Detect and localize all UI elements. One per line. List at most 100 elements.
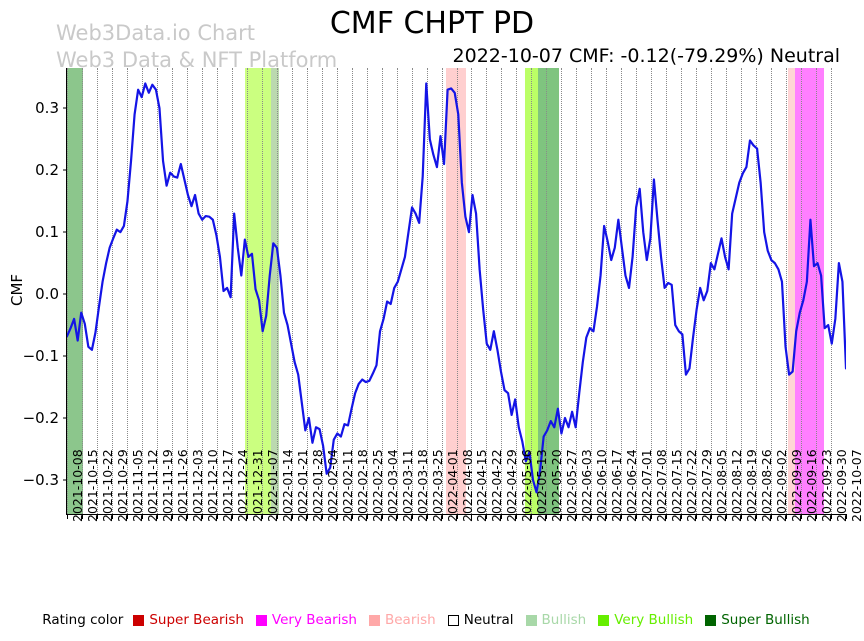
x-tick-label: 2022-03-25	[429, 449, 445, 522]
x-tick-mark	[831, 514, 833, 519]
plot-area: 2021-10-08 2021-10-15 2021-10-22 2021-10-29…	[23, 68, 864, 522]
x-tick-label: 2022-04-08	[459, 449, 475, 522]
x-tick-mark	[606, 514, 608, 519]
legend-item-very-bullish[interactable]: Very Bullish	[598, 612, 693, 628]
x-gridline	[591, 68, 593, 514]
x-tick-mark	[321, 514, 323, 519]
x-tick-mark	[591, 514, 593, 519]
cmf-line	[67, 82, 846, 494]
x-tick-label: 2022-04-29	[504, 449, 520, 522]
x-tick-label: 2022-04-01	[444, 449, 460, 522]
legend-swatch-icon	[133, 614, 145, 626]
x-tick-mark	[81, 514, 83, 519]
x-gridline	[67, 68, 68, 514]
x-tick-label: 2022-05-27	[564, 449, 580, 522]
x-gridline	[261, 68, 263, 514]
x-gridline	[516, 68, 518, 514]
x-tick-label: 2022-09-09	[789, 449, 805, 522]
x-tick-mark	[801, 514, 803, 519]
legend-item-very-bearish[interactable]: Very Bearish	[255, 612, 357, 628]
x-tick-label: 2022-08-19	[744, 449, 760, 522]
y-tick-label: −0.2	[22, 408, 59, 427]
x-tick-mark	[621, 514, 623, 519]
x-gridline	[201, 68, 203, 514]
x-tick-label: 2022-03-04	[384, 449, 400, 522]
rating-band-bearish	[787, 68, 795, 514]
rating-band-very-bullish	[525, 68, 538, 514]
x-tick-mark	[471, 514, 473, 519]
x-tick-mark	[771, 514, 773, 519]
x-gridline	[696, 68, 698, 514]
x-gridline	[141, 68, 143, 514]
x-tick-label: 2022-02-18	[354, 449, 370, 522]
x-tick-mark	[651, 514, 653, 519]
x-gridline	[756, 68, 758, 514]
x-tick-mark	[786, 514, 788, 519]
x-tick-label: 2022-01-28	[309, 449, 325, 522]
x-tick-mark	[381, 514, 383, 519]
legend-swatch-icon	[598, 614, 610, 626]
x-gridline	[426, 68, 428, 514]
x-tick-mark	[351, 514, 353, 519]
legend-item-bearish[interactable]: Bearish	[368, 612, 436, 628]
x-gridline	[306, 68, 308, 514]
x-tick-mark	[516, 514, 518, 519]
rating-band-bullish	[67, 68, 83, 514]
x-tick-mark	[336, 514, 338, 519]
x-tick-label: 2022-08-26	[759, 449, 775, 522]
x-gridline	[441, 68, 443, 514]
x-tick-mark	[636, 514, 638, 519]
x-gridline	[771, 68, 773, 514]
x-tick-label: 2022-09-23	[819, 449, 835, 522]
x-gridline	[786, 68, 788, 514]
x-tick-mark	[711, 514, 713, 519]
x-gridline	[486, 68, 488, 514]
x-tick-label: 2022-09-30	[834, 449, 850, 522]
legend-item-super-bullish[interactable]: Super Bullish	[705, 612, 810, 628]
x-gridline	[531, 68, 533, 514]
x-gridline	[381, 68, 383, 514]
x-gridline	[501, 68, 503, 514]
x-tick-label: 2022-07-08	[654, 449, 670, 522]
x-tick-mark	[501, 514, 503, 519]
x-tick-mark	[291, 514, 293, 519]
x-tick-mark	[411, 514, 413, 519]
x-tick-mark	[396, 514, 398, 519]
x-gridline	[156, 68, 158, 514]
x-tick-label: 2021-12-24	[234, 449, 250, 522]
y-tick-label: 0.0	[35, 285, 59, 304]
legend-item-neutral[interactable]: Neutral	[447, 612, 514, 628]
x-tick-mark	[666, 514, 668, 519]
x-tick-mark	[231, 514, 233, 519]
x-gridline	[606, 68, 608, 514]
x-gridline	[231, 68, 233, 514]
x-tick-mark	[171, 514, 173, 519]
x-tick-label: 2021-12-17	[219, 449, 235, 522]
legend-item-super-bearish[interactable]: Super Bearish	[133, 612, 244, 628]
x-tick-label: 2022-05-06	[519, 449, 535, 522]
x-tick-label: 2022-04-22	[489, 449, 505, 522]
legend-swatch-icon	[525, 614, 537, 626]
legend-item-bullish[interactable]: Bullish	[525, 612, 586, 628]
x-gridline	[81, 68, 83, 514]
x-tick-label: 2021-10-29	[114, 449, 130, 522]
x-gridline	[666, 68, 668, 514]
x-tick-label: 2021-10-08	[70, 449, 85, 522]
legend-swatch-icon	[255, 614, 267, 626]
y-tick-mark	[62, 417, 67, 419]
x-gridline	[321, 68, 323, 514]
x-tick-label: 2021-10-15	[84, 449, 100, 522]
x-gridline	[741, 68, 743, 514]
x-tick-mark	[576, 514, 578, 519]
rating-band-bullish	[537, 68, 560, 514]
x-tick-label: 2021-11-26	[174, 449, 190, 522]
plot-canvas	[67, 68, 846, 514]
x-tick-label: 2022-08-12	[729, 449, 745, 522]
x-tick-mark	[561, 514, 563, 519]
legend-item-label: Super Bearish	[149, 612, 244, 628]
x-tick-mark	[756, 514, 758, 519]
x-tick-label: 2022-02-11	[339, 449, 355, 522]
x-tick-label: 2022-02-25	[369, 449, 385, 522]
x-tick-mark	[306, 514, 308, 519]
x-tick-label: 2022-06-24	[624, 449, 640, 522]
